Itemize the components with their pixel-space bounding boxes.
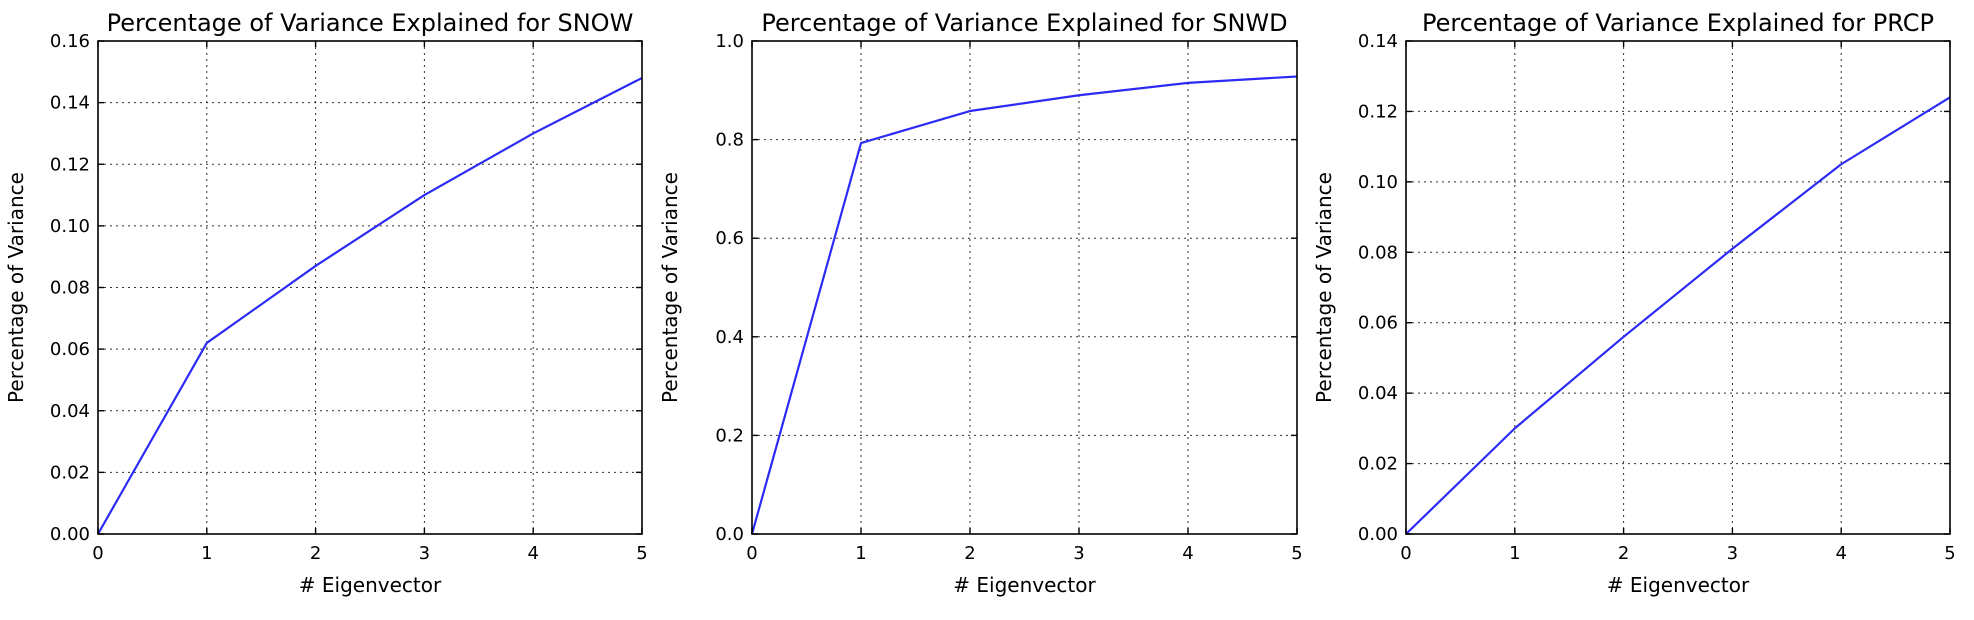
y-tick-label: 0.06 [50,339,90,360]
x-tick-label: 5 [636,543,647,564]
y-tick-label: 0.0 [715,524,744,545]
x-tick-label: 4 [1182,543,1193,564]
y-axis-label: Percentage of Variance [658,172,682,403]
y-tick-label: 0.12 [1358,101,1398,122]
chart-panel-1: 0 1 2 3 4 5 0.00 0.02 0.04 0.06 0.08 0.10 0.12 0.14 0.… [4,9,648,597]
plot-frame [1405,40,1951,535]
x-tick-label: 0 [92,543,103,564]
y-axis-label: Percentage of Variance [1312,172,1336,403]
x-tick-label: 4 [1835,543,1846,564]
y-tick-label: 0.08 [1358,242,1398,263]
x-tick-label: 0 [1400,543,1411,564]
y-tick-label: 0.8 [715,130,744,151]
x-tick-label: 2 [1618,543,1629,564]
x-axis-label: # Eigenvector [1607,573,1750,597]
x-tick-label: 1 [855,543,866,564]
chart-title: Percentage of Variance Explained for SNW… [761,9,1287,37]
x-axis-label: # Eigenvector [299,573,442,597]
x-tick-label: 5 [1944,543,1955,564]
y-tick-label: 0.14 [1358,31,1398,52]
plot-frame [751,40,1298,535]
x-axis-label: # Eigenvector [953,573,1096,597]
y-axis-label: Percentage of Variance [4,172,28,403]
chart-panel-3: 0 1 2 3 4 5 0.00 0.02 0.04 0.06 0.08 0.10 0.12 0.14 Pe… [1312,9,1956,597]
x-tick-label: 0 [746,543,757,564]
series-line [97,76,643,535]
y-tick-label: 0.06 [1358,313,1398,334]
y-tick-label: 0.00 [1358,524,1398,545]
y-tick-label: 0.02 [1358,454,1398,475]
chart-title: Percentage of Variance Explained for PRC… [1422,9,1934,37]
y-tick-label: 0.4 [715,327,744,348]
y-tick-label: 0.14 [50,93,90,114]
x-tick-label: 1 [1509,543,1520,564]
y-tick-label: 0.12 [50,154,90,175]
y-tick-label: 0.16 [50,31,90,52]
y-tick-label: 1.0 [715,31,744,52]
chart-panel-2: 0 1 2 3 4 5 0.0 0.2 0.4 0.6 0.8 1.0 Percentage of Va… [658,9,1303,597]
chart-title: Percentage of Variance Explained for SNO… [107,9,634,37]
y-tick-label: 0.10 [1358,172,1398,193]
x-tick-label: 3 [1727,543,1738,564]
x-tick-label: 1 [201,543,212,564]
x-tick-label: 2 [310,543,321,564]
y-tick-label: 0.02 [50,462,90,483]
y-tick-label: 0.6 [715,228,744,249]
x-tick-label: 2 [964,543,975,564]
y-tick-label: 0.04 [50,401,90,422]
x-tick-label: 3 [1073,543,1084,564]
x-tick-label: 4 [527,543,538,564]
y-tick-label: 0.10 [50,216,90,237]
y-tick-label: 0.04 [1358,383,1398,404]
y-tick-label: 0.2 [715,425,744,446]
series-line [1405,96,1951,535]
y-tick-label: 0.00 [50,524,90,545]
x-tick-label: 5 [1291,543,1302,564]
series-line [750,75,1298,535]
x-tick-label: 3 [419,543,430,564]
y-tick-label: 0.08 [50,278,90,299]
